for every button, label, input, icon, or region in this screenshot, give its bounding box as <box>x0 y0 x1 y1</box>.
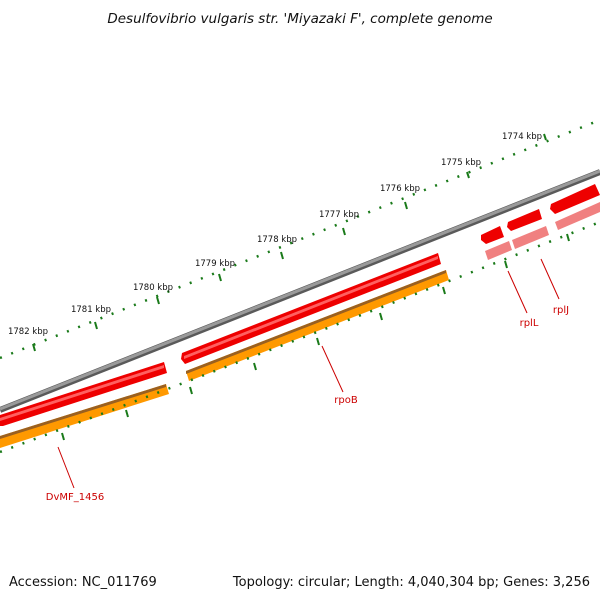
cds-bar <box>0 384 169 448</box>
gene-arrow-rplj <box>507 209 542 231</box>
tick-label-1780: 1780 kbp <box>133 283 173 293</box>
tick-label-1777: 1777 kbp <box>319 210 359 220</box>
tick-label-1779: 1779 kbp <box>195 259 235 269</box>
inner-tick <box>379 312 383 321</box>
rpob-label: rpoB <box>334 395 358 406</box>
major-tick <box>466 171 470 179</box>
gene-arrow-highlight <box>0 365 164 421</box>
major-tick <box>280 251 284 260</box>
major-tick <box>156 296 160 305</box>
gene-labels: rpoB rplL rplJ DvMF_1456 <box>46 258 569 503</box>
rpll-label: rplL <box>520 318 539 329</box>
gene-arrow-highlight <box>184 256 438 359</box>
cds-track <box>0 202 600 448</box>
major-tick <box>342 227 346 236</box>
outer-scale-dots <box>0 118 600 360</box>
cds-bar-rpll <box>485 241 512 260</box>
gene-arrow-rpll <box>481 226 504 244</box>
rpob-leader <box>321 345 344 393</box>
inner-tick <box>189 386 193 395</box>
cds-bar-edge <box>0 384 166 439</box>
accession-text: Accession: NC_011769 <box>9 575 157 590</box>
tick-label-1775: 1775 kbp <box>441 158 481 168</box>
gene-arrow <box>550 184 600 214</box>
cds-bar <box>555 202 600 230</box>
inner-tick <box>125 409 129 418</box>
cds-bar-rpob <box>186 270 449 381</box>
major-tick <box>543 133 547 141</box>
outer-major-ticks <box>32 133 547 352</box>
tick-label-1776: 1776 kbp <box>380 184 420 194</box>
genome-backbone <box>0 169 600 411</box>
tick-label-1778: 1778 kbp <box>257 235 297 245</box>
tick-label-1774: 1774 kbp <box>502 132 542 142</box>
tick-label-1782: 1782 kbp <box>8 327 48 337</box>
major-tick <box>32 343 36 352</box>
map-title: Desulfovibrio vulgaris str. 'Miyazaki F'… <box>107 11 492 27</box>
tick-label-1781: 1781 kbp <box>71 305 111 315</box>
inner-tick <box>442 286 446 295</box>
major-tick <box>404 201 408 210</box>
inner-tick <box>61 432 65 441</box>
inner-tick <box>566 233 570 242</box>
dvmf-label: DvMF_1456 <box>46 492 104 503</box>
cds-bar-rplj <box>512 226 549 249</box>
forward-genes <box>0 184 600 426</box>
outer-scale-ring: 1774 kbp 1775 kbp 1776 kbp 1777 kbp 1778… <box>0 118 600 360</box>
major-tick <box>94 321 98 330</box>
inner-tick <box>504 260 508 269</box>
inner-tick <box>253 362 257 371</box>
inner-major-ticks <box>61 233 570 441</box>
genome-summary-text: Topology: circular; Length: 4,040,304 bp… <box>232 575 590 590</box>
inner-tick <box>316 337 320 346</box>
dvmf-leader <box>57 446 75 489</box>
rplj-leader <box>540 258 560 300</box>
cds-bar-edge <box>186 270 446 374</box>
major-tick <box>218 273 222 282</box>
rpll-leader <box>507 270 528 314</box>
rplj-label: rplJ <box>553 305 569 316</box>
